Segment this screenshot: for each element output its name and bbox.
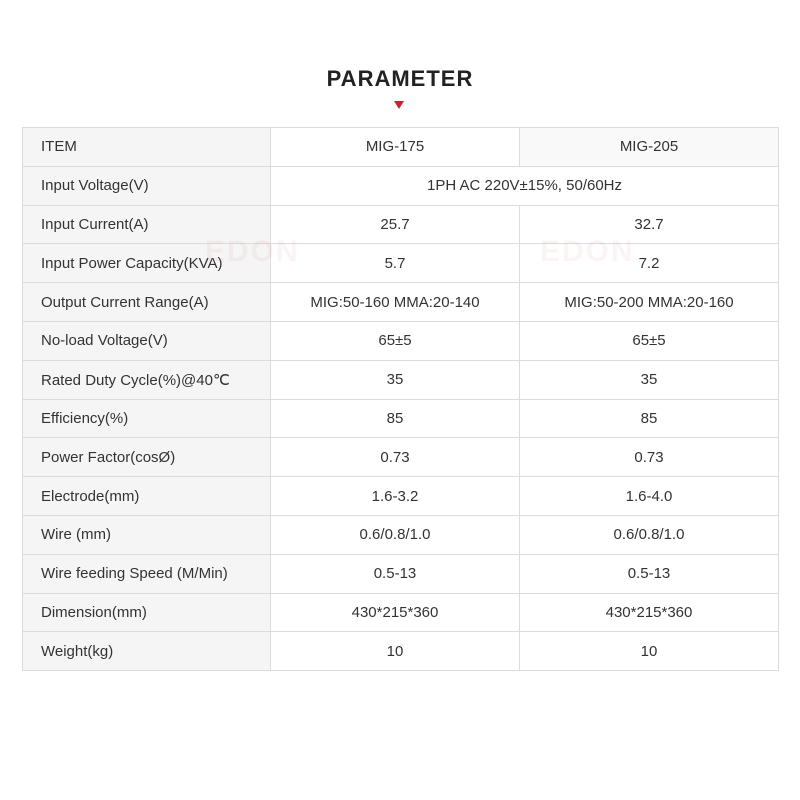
- row-label: Wire (mm): [22, 514, 271, 555]
- row-value-mig-175: 1.6-3.2: [270, 476, 520, 516]
- row-label: Power Factor(cosØ): [22, 437, 271, 478]
- table-row: No-load Voltage(V) 65±5 65±5: [22, 320, 779, 361]
- table-row: Rated Duty Cycle(%)@40℃ 35 35: [22, 359, 779, 400]
- triangle-down-icon: [394, 101, 404, 109]
- row-value-mig-205: 10: [519, 631, 779, 672]
- table-row: Power Factor(cosØ) 0.73 0.73: [22, 437, 779, 478]
- row-label: Dimension(mm): [22, 592, 271, 633]
- row-label: Input Power Capacity(KVA): [22, 243, 271, 284]
- row-value-mig-205: 32.7: [519, 204, 779, 245]
- row-value-mig-205: 7.2: [519, 243, 779, 284]
- watermark-logo: EDON: [205, 235, 300, 268]
- table-row: Weight(kg) 10 10: [22, 631, 779, 672]
- row-value-mig-175: 0.6/0.8/1.0: [270, 514, 520, 555]
- header-mig-175: MIG-175: [270, 127, 520, 167]
- table-row: Wire (mm) 0.6/0.8/1.0 0.6/0.8/1.0: [22, 514, 779, 555]
- row-value-mig-205: 0.5-13: [519, 553, 779, 594]
- parameter-table: ITEM MIG-175 MIG-205 Input Voltage(V) 1PH…: [22, 127, 779, 672]
- table-row: Efficiency(%) 85 85: [22, 398, 779, 439]
- row-value-mig-175: 65±5: [270, 320, 520, 361]
- row-label: Input Current(A): [22, 204, 271, 245]
- row-label: Input Voltage(V): [22, 165, 271, 206]
- page-title: PARAMETER: [326, 66, 474, 91]
- row-value-mig-205: 35: [519, 359, 779, 400]
- watermark-logo: EDON: [540, 235, 635, 268]
- header-item: ITEM: [22, 127, 271, 167]
- row-value-mig-175: 0.73: [270, 437, 520, 478]
- row-value-mig-175: 10: [270, 631, 520, 672]
- table-row: Input Power Capacity(KVA) 5.7 7.2: [22, 243, 779, 284]
- row-value-mig-175: 25.7: [270, 204, 520, 245]
- table-row: Dimension(mm) 430*215*360 430*215*360: [22, 592, 779, 633]
- row-value-mig-205: 85: [519, 398, 779, 439]
- row-label: Rated Duty Cycle(%)@40℃: [22, 359, 271, 400]
- row-value-mig-205: MIG:50-200 MMA:20-160: [519, 282, 779, 322]
- table-row: Electrode(mm) 1.6-3.2 1.6-4.0: [22, 476, 779, 516]
- row-label: Efficiency(%): [22, 398, 271, 439]
- row-value-mig-175: MIG:50-160 MMA:20-140: [270, 282, 520, 322]
- row-value-mig-175: 0.5-13: [270, 553, 520, 594]
- row-value-mig-205: 0.73: [519, 437, 779, 478]
- table-row: Output Current Range(A) MIG:50-160 MMA:20…: [22, 282, 779, 322]
- row-value-mig-205: 430*215*360: [519, 592, 779, 633]
- row-label: Weight(kg): [22, 631, 271, 672]
- row-value-mig-205: 65±5: [519, 320, 779, 361]
- row-value-mig-175: 430*215*360: [270, 592, 520, 633]
- row-label: Electrode(mm): [22, 476, 271, 516]
- row-label: Wire feeding Speed (M/Min): [22, 553, 271, 594]
- header-mig-205: MIG-205: [519, 127, 779, 167]
- row-value-mig-175: 85: [270, 398, 520, 439]
- row-value-shared: 1PH AC 220V±15%, 50/60Hz: [270, 165, 779, 206]
- table-row: Wire feeding Speed (M/Min) 0.5-13 0.5-13: [22, 553, 779, 594]
- row-value-mig-205: 1.6-4.0: [519, 476, 779, 516]
- table-row: Input Current(A) 25.7 32.7: [22, 204, 779, 245]
- row-label: Output Current Range(A): [22, 282, 271, 322]
- row-value-mig-175: 5.7: [270, 243, 520, 284]
- table-row: Input Voltage(V) 1PH AC 220V±15%, 50/60Hz: [22, 165, 779, 206]
- table-header-row: ITEM MIG-175 MIG-205: [22, 127, 779, 167]
- row-value-mig-205: 0.6/0.8/1.0: [519, 514, 779, 555]
- row-value-mig-175: 35: [270, 359, 520, 400]
- row-label: No-load Voltage(V): [22, 320, 271, 361]
